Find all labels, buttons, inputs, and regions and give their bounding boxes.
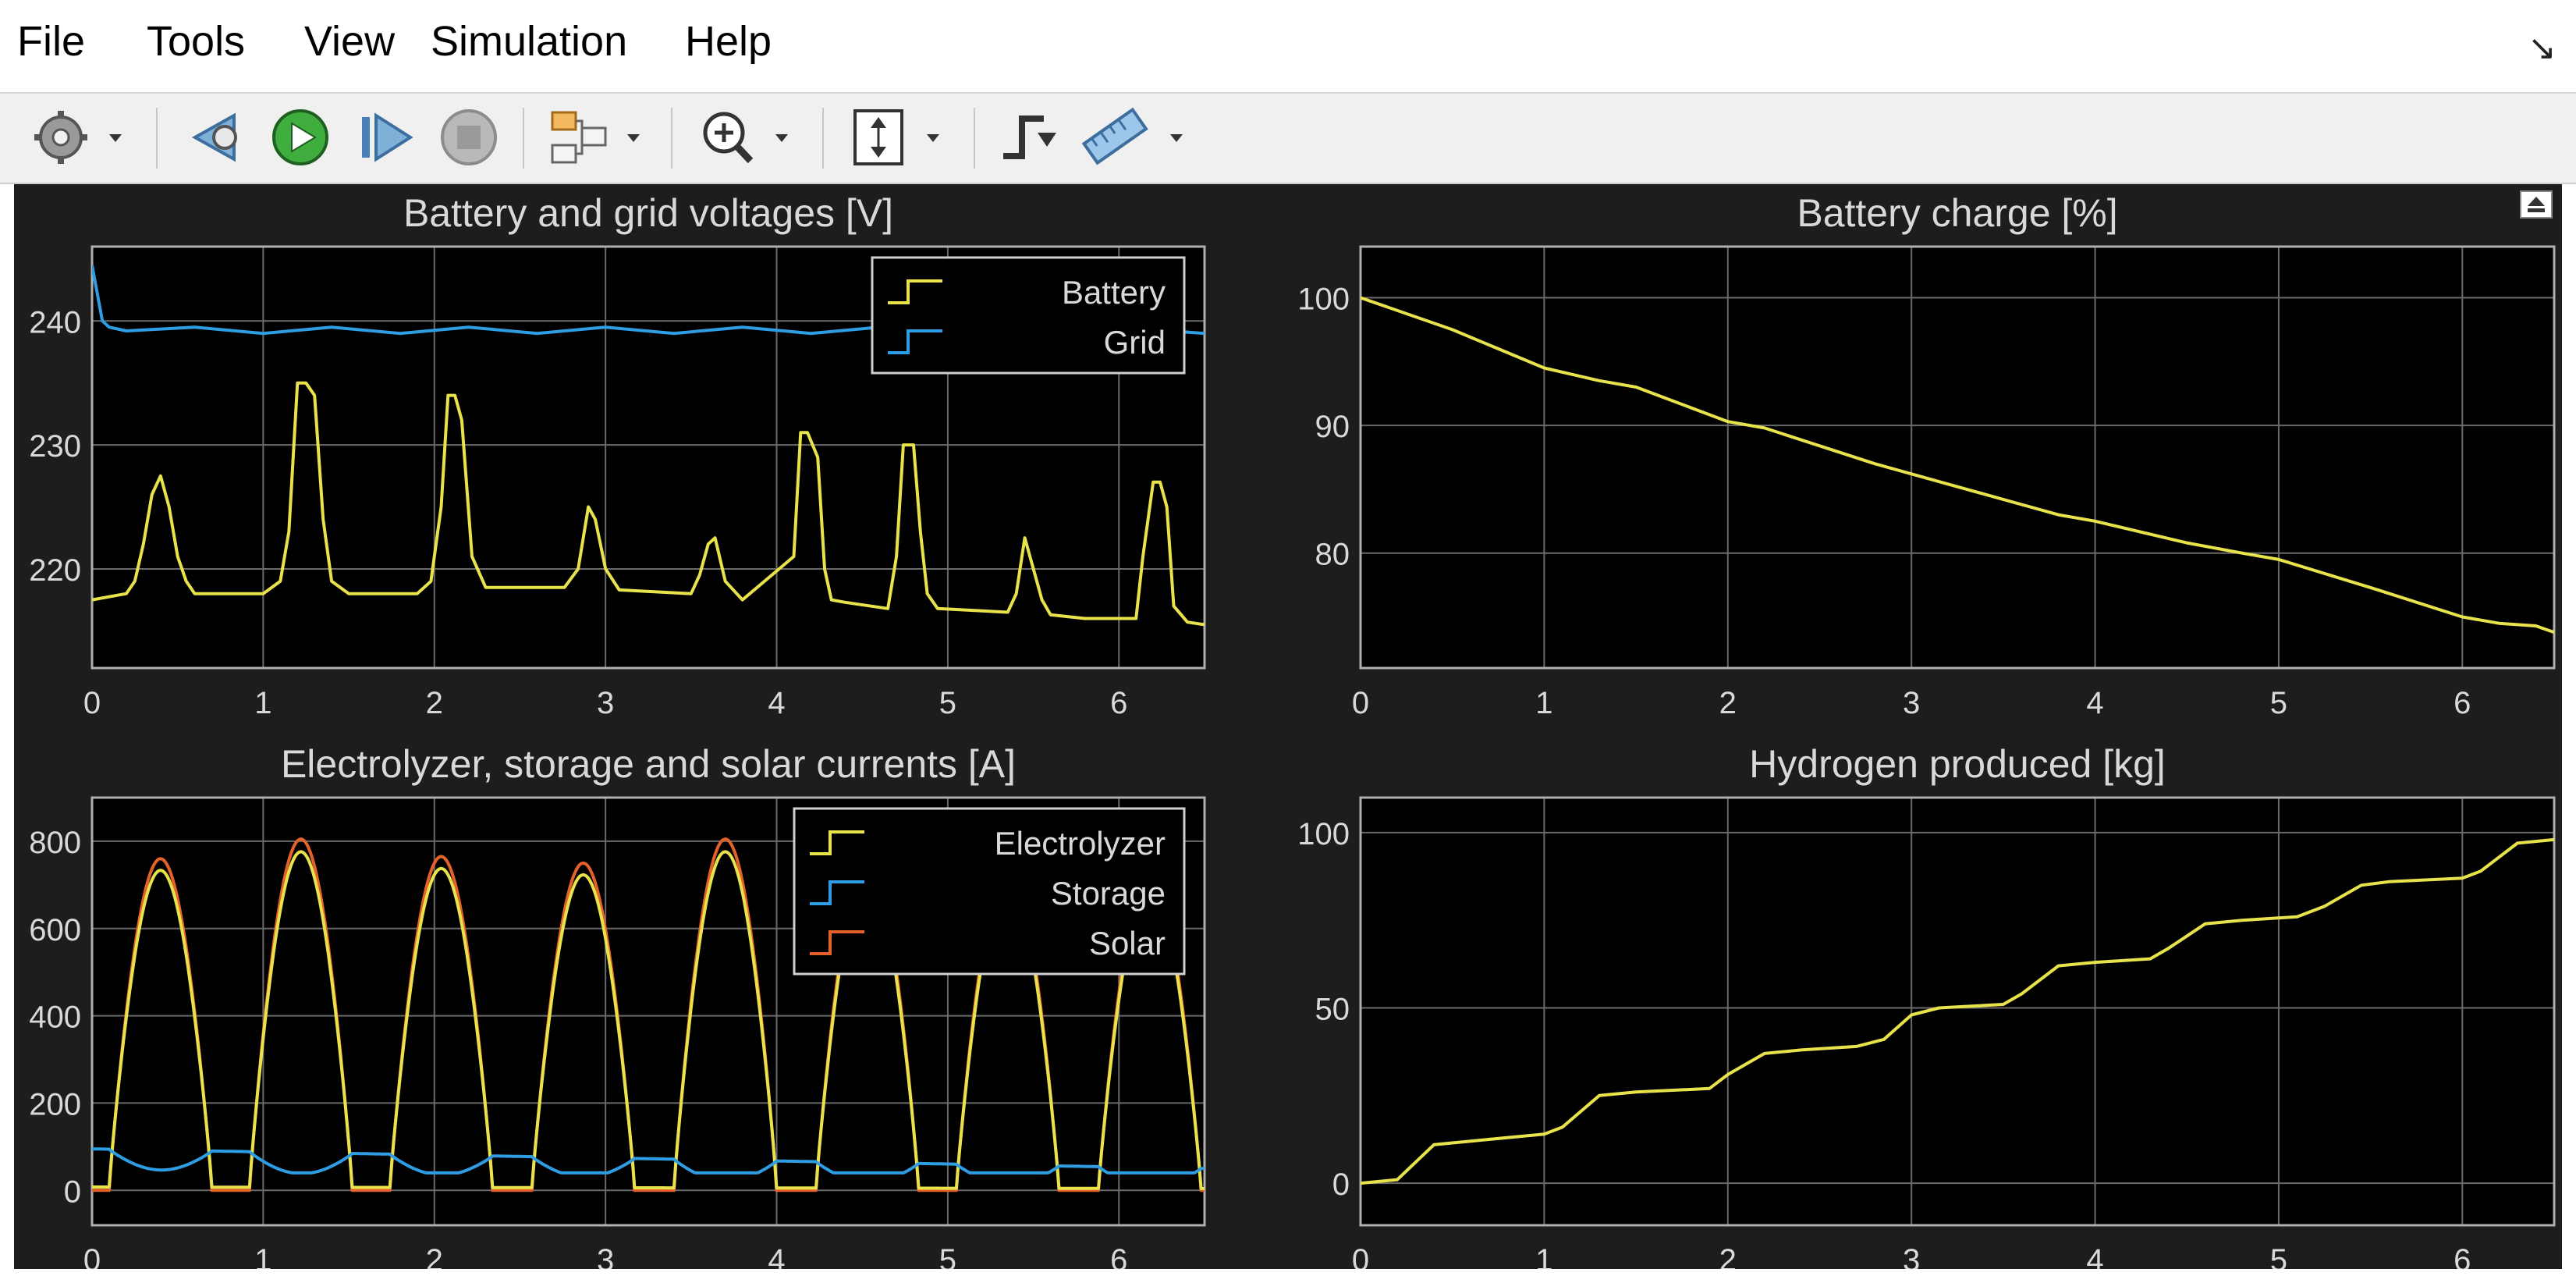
y-tick-label: 200: [29, 1087, 81, 1121]
axes-frame: [1359, 796, 2556, 1227]
menu-help[interactable]: Help: [685, 18, 772, 65]
y-tick-label: 50: [1315, 993, 1350, 1027]
scope-display: 0 1 2 3 4 5 6 220 230 240 Battery and grid voltage…: [14, 184, 2562, 1269]
y-tick-label: 220: [29, 553, 81, 588]
x-tick-label: 4: [2086, 686, 2103, 720]
x-tick-label: 0: [1352, 686, 1369, 720]
step-forward-icon[interactable]: [351, 101, 421, 173]
y-tick-label: 100: [1297, 282, 1350, 316]
x-tick-label: 5: [939, 1243, 956, 1269]
undock-arrow-icon[interactable]: ↘: [2528, 29, 2556, 67]
y-tick-label: 90: [1315, 410, 1350, 444]
x-tick-label: 5: [939, 686, 956, 720]
legend-swatch: [888, 329, 942, 354]
x-tick-label: 5: [2270, 1243, 2287, 1269]
legend-label: Battery: [1062, 274, 1166, 311]
menu-file[interactable]: File: [17, 18, 86, 65]
y-tick-label: 0: [1332, 1167, 1350, 1202]
zoom-in-icon[interactable]: [694, 101, 804, 173]
series-line-main: [1361, 837, 2554, 1185]
legend-swatch: [810, 830, 864, 855]
triggers-icon[interactable]: [995, 101, 1066, 173]
x-tick-label: 0: [83, 686, 101, 720]
chart-title: Electrolyzer, storage and solar currents…: [281, 742, 1016, 786]
chart-title: Battery and grid voltages [V]: [403, 191, 893, 235]
x-tick-label: 3: [1903, 686, 1920, 720]
y-tick-label: 400: [29, 1000, 81, 1035]
series-group: [1361, 837, 2554, 1185]
legend-label: Grid: [1104, 324, 1166, 361]
y-tick-label: 600: [29, 913, 81, 947]
y-tick-label: 80: [1315, 538, 1350, 572]
menu-tools[interactable]: Tools: [147, 18, 246, 65]
toolbar: [0, 92, 2576, 184]
y-tick-label: 100: [1297, 817, 1350, 851]
x-tick-label: 2: [1719, 686, 1737, 720]
y-tick-label: 230: [29, 429, 81, 464]
x-tick-label: 1: [1535, 686, 1552, 720]
legend-swatch: [888, 279, 942, 304]
legend-swatch: [810, 880, 864, 905]
series-line-battery: [92, 381, 1205, 627]
legend-box: [871, 256, 1186, 375]
chart-title: Battery charge [%]: [1797, 191, 2117, 235]
x-tick-label: 3: [597, 686, 614, 720]
x-tick-label: 2: [1719, 1243, 1737, 1269]
gear-icon[interactable]: [31, 101, 133, 173]
step-back-icon[interactable]: [179, 101, 250, 173]
x-tick-label: 4: [2086, 1243, 2103, 1269]
y-tick-label: 800: [29, 826, 81, 860]
plot-area: [1361, 798, 2554, 1225]
x-tick-label: 2: [426, 686, 443, 720]
legend-label: Storage: [1051, 875, 1166, 912]
chart-3: 0 1 2 3 4 5 6 0 200 400 600 800 Electrolyzer, storag…: [29, 742, 1206, 1269]
series-line-storage: [92, 1147, 1205, 1175]
y-tick-label: 240: [29, 305, 81, 339]
x-tick-label: 5: [2270, 686, 2287, 720]
x-tick-label: 6: [1110, 1243, 1127, 1269]
series-line-main: [1361, 296, 2554, 634]
y-tick-label: 0: [64, 1175, 81, 1209]
chart-title: Hydrogen produced [kg]: [1749, 742, 2166, 786]
x-tick-label: 0: [83, 1243, 101, 1269]
menu-bar: File Tools View Simulation Help ↘: [0, 0, 2576, 92]
stop-icon[interactable]: [434, 101, 504, 173]
series-group: [1361, 296, 2554, 634]
plot-area: [1361, 247, 2554, 668]
chart-2: 0 1 2 3 4 5 6 80 90 100 Battery charge [%]: [1297, 191, 2556, 720]
cursor-measurements-icon[interactable]: [1080, 101, 1205, 173]
menu-simulation[interactable]: Simulation: [431, 18, 628, 65]
fit-axes-icon[interactable]: [846, 101, 955, 173]
x-tick-label: 1: [1535, 1243, 1552, 1269]
x-tick-label: 6: [2454, 1243, 2471, 1269]
x-tick-label: 1: [254, 1243, 271, 1269]
legend-swatch: [810, 930, 864, 955]
legend-label: Solar: [1089, 925, 1166, 961]
axes-frame: [90, 245, 1206, 670]
x-tick-label: 3: [1903, 1243, 1920, 1269]
run-icon[interactable]: [265, 101, 335, 173]
x-tick-label: 2: [426, 1243, 443, 1269]
restore-panel-icon[interactable]: [2520, 190, 2553, 219]
x-tick-label: 4: [768, 686, 785, 720]
x-tick-label: 1: [254, 686, 271, 720]
layout-icon[interactable]: [546, 101, 655, 173]
x-tick-label: 6: [1110, 686, 1127, 720]
chart-1: 0 1 2 3 4 5 6 220 230 240 Battery and grid voltage…: [29, 191, 1206, 720]
axes-frame: [90, 796, 1206, 1227]
axes-frame: [1359, 245, 2556, 670]
legend-box: [793, 807, 1186, 976]
x-tick-label: 4: [768, 1243, 785, 1269]
legend-label: Electrolyzer: [995, 825, 1166, 862]
menu-view[interactable]: View: [304, 18, 396, 65]
x-tick-label: 3: [597, 1243, 614, 1269]
x-tick-label: 6: [2454, 686, 2471, 720]
x-tick-label: 0: [1352, 1243, 1369, 1269]
